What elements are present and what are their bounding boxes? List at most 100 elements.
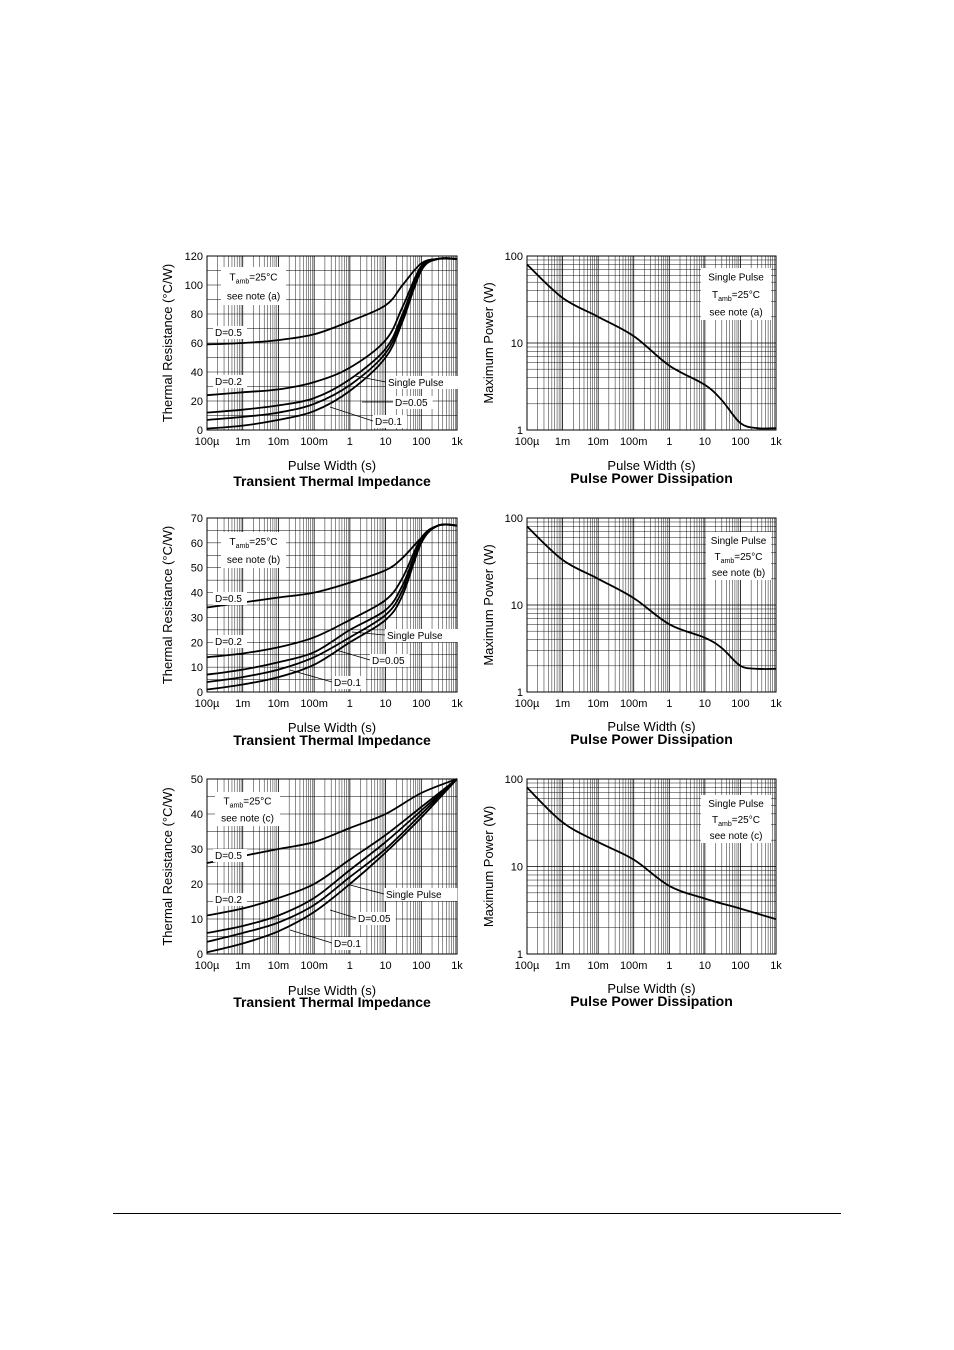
x-tick-label: 10m bbox=[268, 960, 289, 972]
x-tick-label: 100m bbox=[620, 698, 648, 710]
y-axis-label: Thermal Resistance (°C/W) bbox=[160, 264, 175, 422]
series-label: D=0.05 bbox=[358, 914, 391, 925]
y-tick-label: 10 bbox=[511, 862, 523, 874]
x-axis-label: Pulse Width (s) bbox=[288, 720, 376, 735]
x-tick-label: 1 bbox=[666, 436, 672, 448]
y-tick-label: 60 bbox=[191, 538, 203, 550]
legend-line: see note (a) bbox=[227, 292, 280, 303]
x-tick-label: 10 bbox=[699, 698, 711, 710]
x-tick-label: 10 bbox=[379, 698, 391, 710]
x-tick-label: 1m bbox=[555, 698, 570, 710]
y-tick-label: 1 bbox=[517, 687, 523, 699]
chart-title: Transient Thermal Impedance bbox=[233, 473, 431, 489]
y-tick-label: 50 bbox=[191, 774, 203, 786]
legend-line: see note (b) bbox=[227, 555, 280, 566]
y-axis-label: Maximum Power (W) bbox=[481, 282, 496, 403]
series-label: Single Pulse bbox=[387, 631, 443, 642]
y-tick-label: 10 bbox=[191, 662, 203, 674]
series-line-single-pulse bbox=[527, 525, 776, 670]
x-tick-label: 10m bbox=[587, 960, 608, 972]
x-tick-label: 1k bbox=[451, 960, 463, 972]
x-tick-label: 100µ bbox=[195, 960, 220, 972]
chart-ppd-c: 100µ 1m 10m 100m 1 10 100 1k 1 10 100 Pulse Width (… bbox=[481, 774, 782, 1009]
y-tick-label: 80 bbox=[191, 309, 203, 321]
x-tick-label: 10m bbox=[268, 698, 289, 710]
series-label-bg bbox=[373, 415, 407, 428]
x-axis-label: Pulse Width (s) bbox=[607, 458, 695, 473]
x-tick-label: 1m bbox=[555, 960, 570, 972]
y-tick-label: 10 bbox=[511, 600, 523, 612]
y-axis-label: Maximum Power (W) bbox=[481, 544, 496, 665]
chart-title: Pulse Power Dissipation bbox=[570, 470, 733, 486]
x-tick-label: 10 bbox=[379, 436, 391, 448]
series-label: Single Pulse bbox=[388, 378, 444, 389]
series-line-single-pulse bbox=[527, 786, 776, 921]
series-label: D=0.2 bbox=[215, 377, 242, 388]
series-line-d-0-2 bbox=[207, 778, 457, 917]
plot-frame bbox=[526, 778, 777, 955]
y-tick-label: 40 bbox=[191, 588, 203, 600]
legend-box bbox=[706, 532, 771, 580]
series-label: Single Pulse bbox=[386, 890, 442, 901]
chart-ppd-b: 100µ 1m 10m 100m 1 10 100 1k 1 10 100 Pulse Width (… bbox=[481, 513, 782, 747]
series-label-bg bbox=[332, 937, 366, 950]
x-tick-label: 100m bbox=[300, 436, 328, 448]
series-line-single-pulse bbox=[207, 778, 457, 954]
x-tick-label: 100 bbox=[731, 698, 749, 710]
x-tick-label: 1 bbox=[347, 698, 353, 710]
leader-line bbox=[329, 909, 357, 919]
legend-line: Tamb=25°C bbox=[715, 552, 763, 565]
x-tick-label: 10m bbox=[587, 436, 608, 448]
y-tick-label: 100 bbox=[185, 280, 203, 292]
series-label-bg bbox=[370, 654, 410, 667]
legend-box bbox=[701, 268, 771, 320]
x-tick-label: 10m bbox=[268, 436, 289, 448]
y-tick-label: 0 bbox=[197, 687, 203, 699]
x-tick-label: 1m bbox=[235, 960, 250, 972]
x-tick-label: 1k bbox=[770, 698, 782, 710]
y-tick-label: 70 bbox=[191, 513, 203, 525]
x-tick-label: 100µ bbox=[515, 436, 540, 448]
y-tick-label: 30 bbox=[191, 844, 203, 856]
y-tick-label: 20 bbox=[191, 879, 203, 891]
y-axis-label: Maximum Power (W) bbox=[481, 806, 496, 927]
y-tick-label: 100 bbox=[505, 513, 523, 525]
chart-title: Transient Thermal Impedance bbox=[233, 994, 431, 1010]
series-label: D=0.1 bbox=[334, 678, 361, 689]
series-label: D=0.1 bbox=[334, 939, 361, 950]
y-tick-label: 1 bbox=[517, 949, 523, 961]
x-tick-label: 10 bbox=[699, 436, 711, 448]
y-tick-label: 10 bbox=[191, 914, 203, 926]
leader-line bbox=[349, 884, 385, 895]
series-label-bg bbox=[384, 888, 458, 901]
y-tick-label: 20 bbox=[191, 637, 203, 649]
chart-zth-a: 100µ 1m 10m 100m 1 10 100 1k 0 20 40 60 80 100 120 Puls… bbox=[160, 251, 463, 489]
legend-line: Single Pulse bbox=[708, 799, 764, 810]
chart-zth-b: 100µ 1m 10m 100m 1 10 100 1k 0 10 20 30 40 50 60 70 Puls… bbox=[160, 513, 463, 748]
series-line-d-0-05 bbox=[207, 778, 457, 943]
chart-zth-c: 100µ 1m 10m 100m 1 10 100 1k 0 10 20 30 40 50 Pulse Wi… bbox=[160, 774, 463, 1010]
y-tick-label: 30 bbox=[191, 612, 203, 624]
series-label-bg bbox=[213, 893, 247, 906]
leader-line bbox=[354, 375, 387, 383]
series-line-d-0-1 bbox=[207, 778, 457, 934]
y-tick-label: 1 bbox=[517, 425, 523, 437]
x-tick-label: 10m bbox=[587, 698, 608, 710]
x-tick-label: 100 bbox=[412, 698, 430, 710]
series-line-single-pulse bbox=[527, 263, 776, 430]
x-tick-label: 100 bbox=[731, 436, 749, 448]
plot-frame bbox=[206, 517, 458, 693]
legend-line: Single Pulse bbox=[708, 273, 764, 284]
y-axis-label: Thermal Resistance (°C/W) bbox=[160, 526, 175, 684]
y-tick-label: 40 bbox=[191, 809, 203, 821]
legend-line: Tamb=25°C bbox=[712, 815, 760, 828]
y-tick-label: 10 bbox=[511, 338, 523, 350]
series-label-bg bbox=[213, 592, 247, 605]
legend-line: see note (b) bbox=[712, 568, 765, 579]
x-axis-label: Pulse Width (s) bbox=[288, 983, 376, 998]
x-tick-label: 1 bbox=[347, 960, 353, 972]
x-tick-label: 1k bbox=[770, 436, 782, 448]
x-tick-label: 1m bbox=[235, 698, 250, 710]
x-axis-label: Pulse Width (s) bbox=[607, 981, 695, 996]
